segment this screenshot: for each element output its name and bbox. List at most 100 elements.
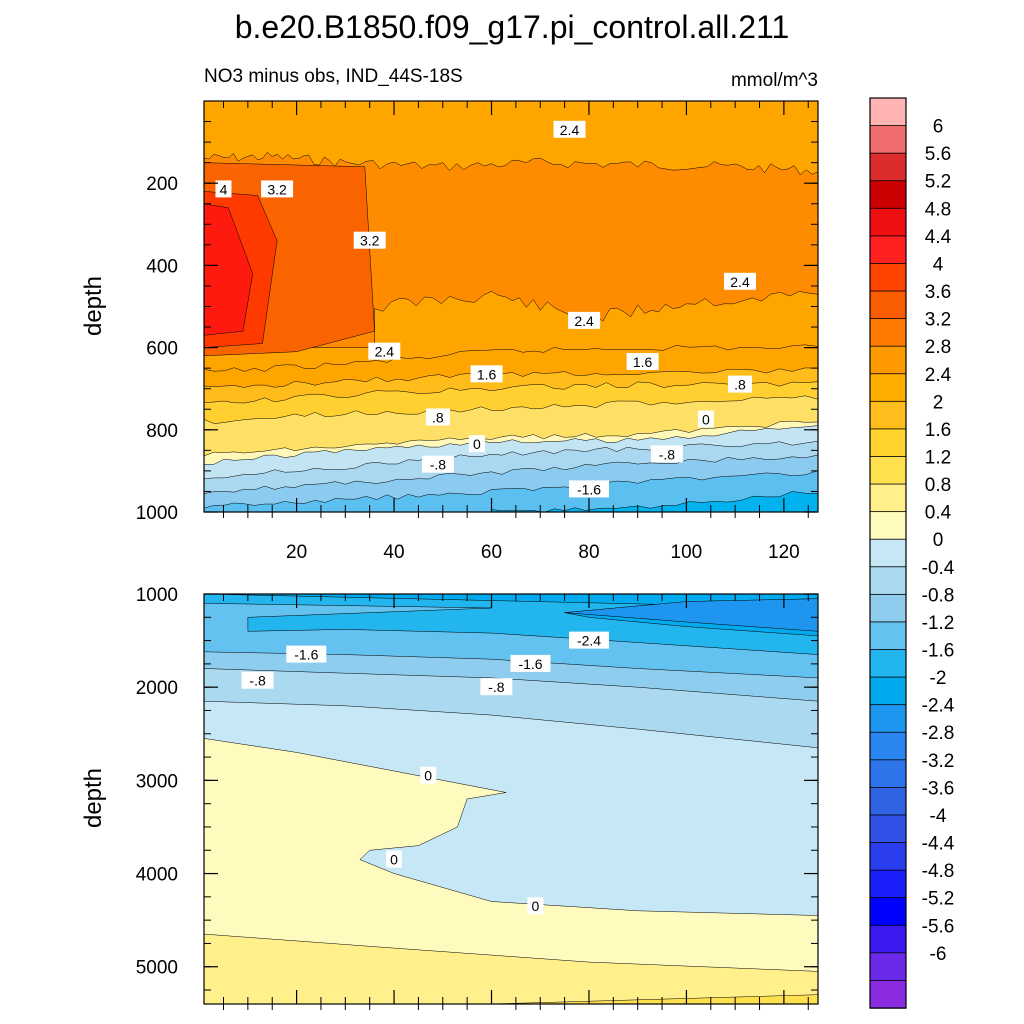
colorbar-label: -4.4 (922, 834, 955, 855)
contour-label-background (386, 850, 402, 868)
contour-label-background (650, 445, 683, 463)
contour-label-background (697, 410, 714, 428)
colorbar-label: -0.4 (922, 558, 955, 579)
upper-contour-label: 2.4 (568, 311, 601, 329)
colorbar-swatch (869, 125, 907, 154)
contour-label-background (527, 897, 544, 915)
upper-cold-band (204, 470, 818, 512)
contour-label-background (215, 180, 232, 198)
lower-band-0-4-0-8 (204, 933, 818, 1004)
colorbar-label: -5.2 (922, 889, 955, 910)
y-tick-label: 200 (146, 174, 178, 195)
y-tick-label: 1000 (136, 503, 178, 524)
upper-band-4 (204, 203, 253, 336)
y-tick-label: 3000 (136, 771, 178, 792)
colorbar-label: 3.2 (925, 310, 951, 331)
contour-label-background (569, 480, 609, 498)
contour-label-text: 0 (390, 852, 398, 868)
colorbar-swatch (869, 566, 907, 596)
colorbar-swatch (869, 621, 907, 651)
colorbar-label: -6 (930, 944, 947, 965)
contour-label-background (368, 342, 401, 360)
lower-panel: -2.4 -1.6 -1.6 -.8 -.8 0 0 0 1000 2000 3000 4000 50… (80, 585, 819, 1010)
lower-contour-labels: -2.4 -1.6 -1.6 -.8 -.8 0 0 0 (241, 631, 609, 915)
contour-label-text: 2.4 (560, 122, 580, 138)
contour-label-text: -.8 (488, 679, 505, 695)
contour-label-text: -1.6 (577, 481, 601, 497)
colorbar-swatch (869, 456, 907, 485)
colorbar-label: 2 (933, 392, 944, 413)
colorbar-swatch (869, 290, 907, 320)
colorbar-label: 1.2 (925, 448, 951, 469)
contour-label-text: .8 (432, 410, 444, 426)
contour-label-text: 0 (473, 436, 481, 452)
units-label: mmol/m^3 (731, 70, 818, 91)
y-tick-label: 1000 (136, 585, 178, 606)
colorbar-swatch (869, 483, 907, 513)
lower-contour-label: -.8 (241, 671, 274, 689)
colorbar-swatch (869, 897, 907, 926)
colorbar-label: 5.2 (925, 172, 951, 193)
upper-contour-label: -.8 (650, 445, 683, 463)
upper-contour-label: 1.6 (626, 353, 659, 370)
upper-contour-label: -1.6 (569, 480, 609, 498)
colorbar-swatch (869, 676, 907, 706)
colorbar-label: -4 (930, 806, 947, 827)
contour-label-text: -1.6 (294, 647, 318, 663)
x-tick-label: 40 (383, 542, 404, 563)
colorbar-swatch (869, 235, 907, 265)
contour-label-background (425, 408, 450, 426)
lower-y-axis-label: depth (80, 768, 107, 828)
colorbar-swatch (869, 318, 907, 347)
colorbar-label: -2.8 (922, 723, 955, 744)
upper-contour-label: 1.6 (470, 365, 503, 383)
upper-contour-label: 3.2 (353, 231, 386, 249)
x-tick-label: 120 (768, 542, 800, 563)
colorbar-swatch (869, 511, 907, 540)
lower-contour-label: -1.6 (286, 645, 327, 663)
contour-label-background (420, 766, 437, 784)
contour-label-text: 3.2 (267, 181, 287, 197)
colorbar-swatch (869, 952, 907, 982)
lower-band-0-8 (491, 994, 818, 1004)
contour-label-background (480, 678, 513, 696)
contour-label-background (724, 272, 756, 290)
colorbar-swatch (869, 97, 907, 127)
colorbar-label: -3.2 (922, 751, 955, 772)
colorbar-label: -2.4 (922, 696, 955, 717)
colorbar-swatch (869, 869, 907, 899)
colorbar-swatch (869, 649, 907, 678)
colorbar-label: 4.8 (925, 199, 951, 220)
contour-label-background (353, 231, 386, 249)
colorbar-label: 4.4 (925, 227, 952, 248)
contour-label-background (261, 180, 294, 198)
colorbar-swatch (869, 593, 907, 623)
contour-label-text: 4 (220, 181, 228, 197)
colorbar-swatch (869, 786, 907, 816)
colorbar-frame (869, 97, 907, 1009)
upper-contour-label: 2.4 (724, 272, 756, 290)
colorbar-swatch (869, 400, 907, 430)
upper-contour-label: 2.4 (553, 120, 586, 138)
colorbar-swatch (869, 538, 907, 568)
lower-contour-label: -.8 (480, 678, 513, 696)
contour-label-background (568, 311, 601, 329)
lower-contour-label: -2.4 (569, 631, 609, 649)
contour-label-text: 1.6 (633, 354, 653, 370)
colorbar-label: 3.6 (925, 282, 951, 303)
lower-band-neg2-8 (564, 598, 818, 632)
contour-label-background (468, 435, 485, 453)
y-tick-label: 5000 (136, 958, 178, 979)
colorbar-label: 0.8 (925, 475, 951, 496)
contour-label-text: .8 (734, 377, 746, 393)
upper-y-axis-label: depth (80, 276, 107, 336)
colorbar-label: 0.4 (925, 503, 952, 524)
y-tick-label: 2000 (136, 678, 178, 699)
colorbar-label: 6 (933, 117, 944, 138)
chart-subtitle: NO3 minus obs, IND_44S-18S (204, 66, 463, 87)
colorbar-label: -3.6 (922, 778, 955, 799)
x-tick-label: 100 (671, 542, 703, 563)
contour-label-background (553, 120, 586, 138)
